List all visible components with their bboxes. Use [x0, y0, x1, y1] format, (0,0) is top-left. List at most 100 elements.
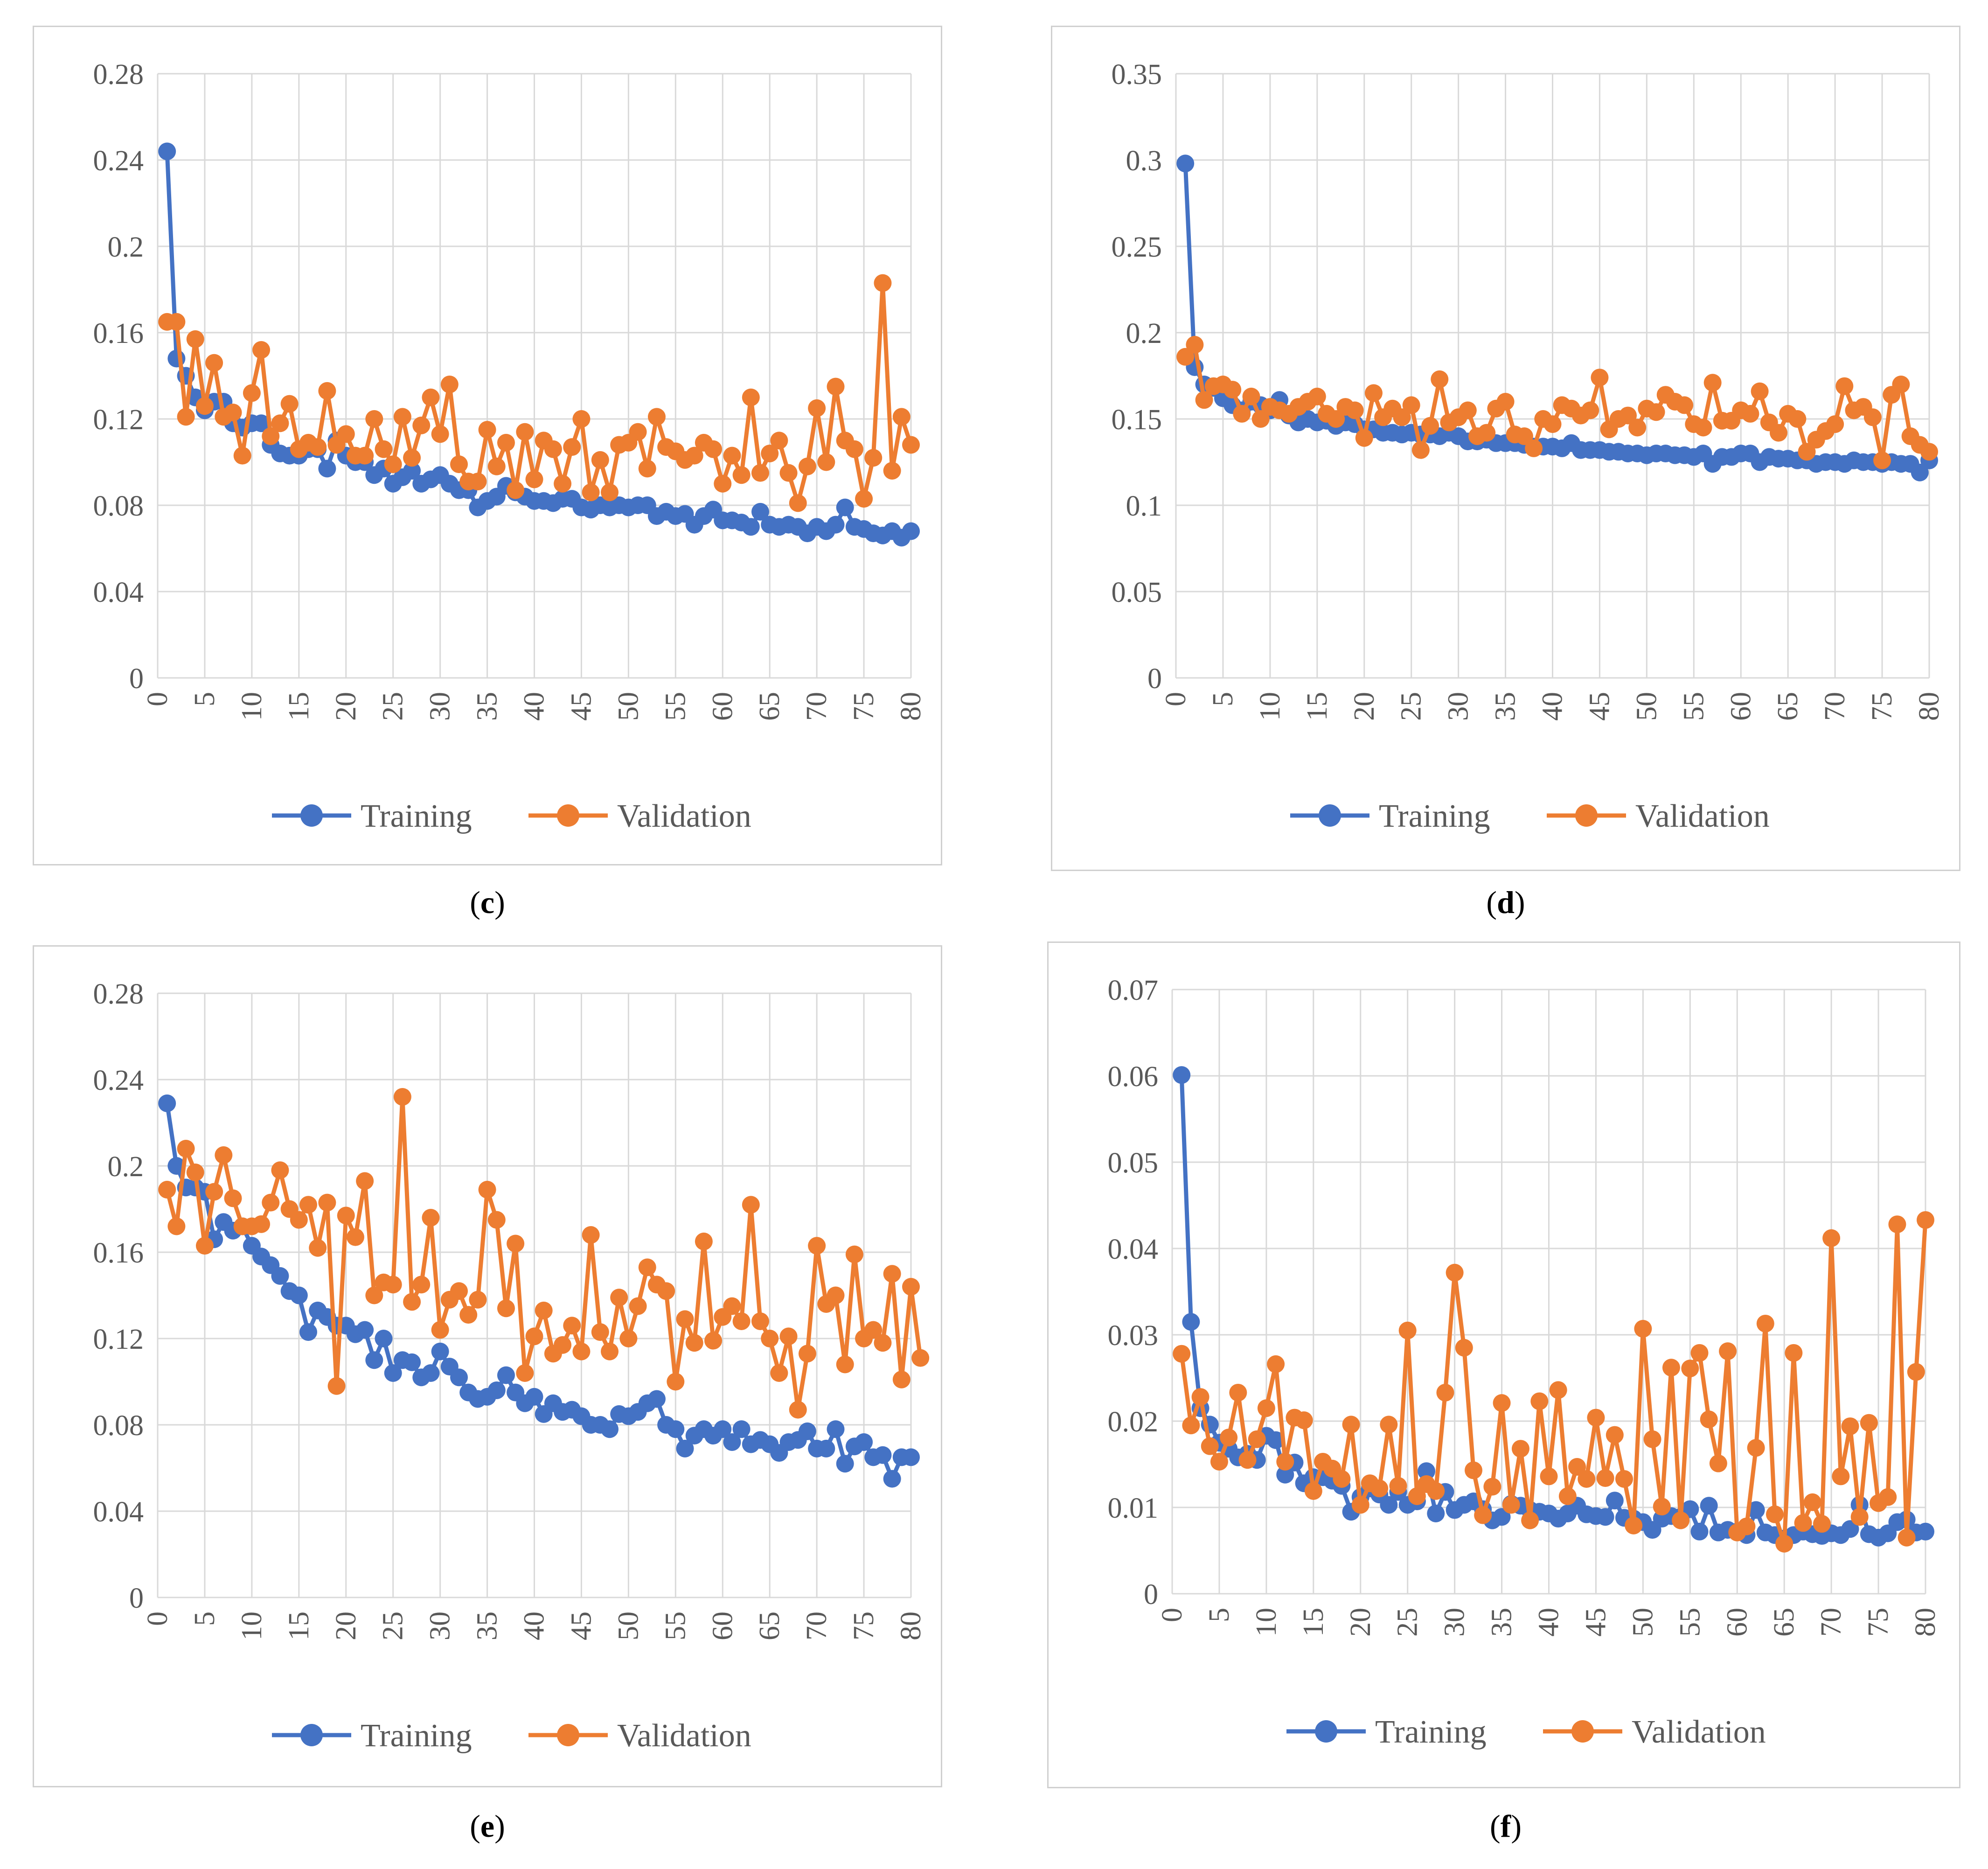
y-tick-label: 0.01	[1108, 1492, 1159, 1524]
x-tick-label: 80	[1910, 1608, 1941, 1637]
data-point-training	[1606, 1492, 1624, 1510]
data-point-validation	[1907, 1363, 1925, 1381]
y-tick-label: 0.08	[93, 1410, 144, 1442]
data-point-training	[356, 1321, 374, 1339]
data-point-validation	[525, 470, 543, 488]
data-point-training	[299, 1323, 317, 1341]
data-point-validation	[431, 425, 449, 443]
data-point-validation	[742, 1196, 760, 1214]
data-point-validation	[1681, 1360, 1699, 1378]
y-tick-label: 0.16	[93, 318, 144, 349]
caption-f-letter: f	[1500, 1808, 1511, 1844]
legend-marker-validation	[557, 804, 579, 827]
data-point-training	[167, 1157, 186, 1175]
data-point-validation	[1543, 415, 1562, 433]
x-tick-label: 0	[1156, 1608, 1188, 1622]
data-point-training	[742, 518, 760, 536]
data-point-validation	[892, 1370, 911, 1388]
data-point-validation	[1788, 410, 1807, 428]
y-tick-label: 0.07	[1108, 975, 1159, 1006]
data-point-validation	[412, 1276, 431, 1294]
data-point-validation	[629, 423, 647, 441]
data-point-training	[1182, 1313, 1200, 1331]
data-point-validation	[1672, 1511, 1690, 1529]
data-point-validation	[883, 1265, 901, 1283]
data-point-validation	[1625, 1516, 1643, 1534]
series-line-training	[165, 1103, 911, 1481]
data-point-validation	[318, 382, 336, 400]
line-chart-d: 0 0.05 0.1 0.15 0.2 0.25 0.3 0.35 0 5 10 15 20 25 30 35…	[1112, 59, 1946, 834]
data-point-validation	[535, 1301, 553, 1319]
data-point-validation	[186, 330, 204, 348]
data-point-validation	[770, 1364, 788, 1382]
y-tick-label: 0.04	[93, 577, 144, 608]
data-point-validation	[714, 474, 732, 493]
data-point-validation	[1436, 1383, 1454, 1402]
x-tick-label: 80	[895, 1611, 927, 1640]
data-point-validation	[1756, 1314, 1774, 1332]
x-tick-label: 10	[1254, 692, 1286, 721]
caption-f: (f)	[1490, 1808, 1522, 1844]
chart-panel-c: 0 0.04 0.08 0.12 0.16 0.2 0.24 0.28 0 5 10 15 20 25 30…	[33, 26, 942, 865]
data-point-validation	[1393, 408, 1411, 426]
y-tick-label: 0	[1147, 663, 1162, 695]
data-point-training	[855, 1433, 873, 1451]
x-tick-label: 25	[377, 1611, 409, 1640]
data-point-validation	[167, 313, 186, 331]
data-point-training	[827, 1420, 845, 1438]
data-point-validation	[487, 457, 506, 475]
x-tick-label: 70	[1819, 692, 1851, 721]
data-point-validation	[393, 1088, 411, 1106]
y-tick-label: 0.16	[93, 1237, 144, 1269]
x-tick-label: 55	[660, 1611, 691, 1640]
data-point-validation	[1370, 1479, 1389, 1498]
data-point-training	[883, 1470, 901, 1488]
x-tick-label: 70	[801, 1611, 833, 1640]
data-point-validation	[1411, 441, 1430, 459]
data-point-validation	[563, 438, 581, 456]
data-point-training	[874, 1446, 892, 1464]
data-point-validation	[874, 1334, 892, 1352]
chart-panel-e: 0 0.04 0.08 0.12 0.16 0.2 0.24 0.28 0 5 10 15 20 25 30…	[33, 945, 942, 1787]
data-point-training	[723, 1433, 741, 1451]
y-tick-label: 0.28	[93, 59, 144, 91]
x-tick-label: 10	[1251, 1608, 1282, 1637]
data-point-validation	[554, 1336, 572, 1354]
data-point-validation	[167, 1217, 186, 1235]
data-point-validation	[384, 1276, 402, 1294]
data-point-validation	[1195, 391, 1213, 409]
data-point-validation	[1446, 1263, 1464, 1282]
data-point-training	[1418, 1462, 1436, 1480]
data-point-validation	[318, 1193, 336, 1212]
data-point-validation	[1502, 1496, 1520, 1514]
data-point-validation	[827, 377, 845, 396]
data-point-validation	[789, 494, 807, 512]
data-point-validation	[1873, 451, 1891, 469]
data-point-training	[1596, 1508, 1614, 1526]
data-point-training	[902, 1448, 920, 1466]
data-point-validation	[1210, 1452, 1228, 1471]
data-point-validation	[1826, 415, 1844, 433]
data-point-validation	[591, 1323, 609, 1341]
data-point-validation	[224, 1189, 242, 1207]
data-point-validation	[1223, 381, 1242, 399]
y-tick-label: 0.12	[93, 404, 144, 436]
legend-marker-training	[1315, 1720, 1337, 1743]
data-point-validation	[1465, 1461, 1482, 1479]
data-point-training	[1911, 463, 1929, 481]
data-point-validation	[1741, 404, 1759, 423]
y-tick-label: 0.05	[1112, 577, 1162, 608]
data-point-validation	[431, 1321, 449, 1339]
data-point-validation	[864, 1321, 883, 1339]
x-tick-label: 5	[1203, 1608, 1235, 1622]
legend-label-validation: Validation	[1635, 798, 1770, 834]
x-tick-label: 70	[1815, 1608, 1847, 1637]
data-point-validation	[1751, 382, 1769, 400]
data-point-validation	[516, 1364, 534, 1382]
x-tick-label: 60	[707, 1611, 738, 1640]
data-point-validation	[779, 1327, 798, 1346]
data-point-validation	[554, 474, 572, 493]
data-point-validation	[1459, 401, 1477, 419]
y-tick-label: 0.2	[1126, 318, 1162, 349]
x-tick-label: 75	[1866, 692, 1898, 721]
